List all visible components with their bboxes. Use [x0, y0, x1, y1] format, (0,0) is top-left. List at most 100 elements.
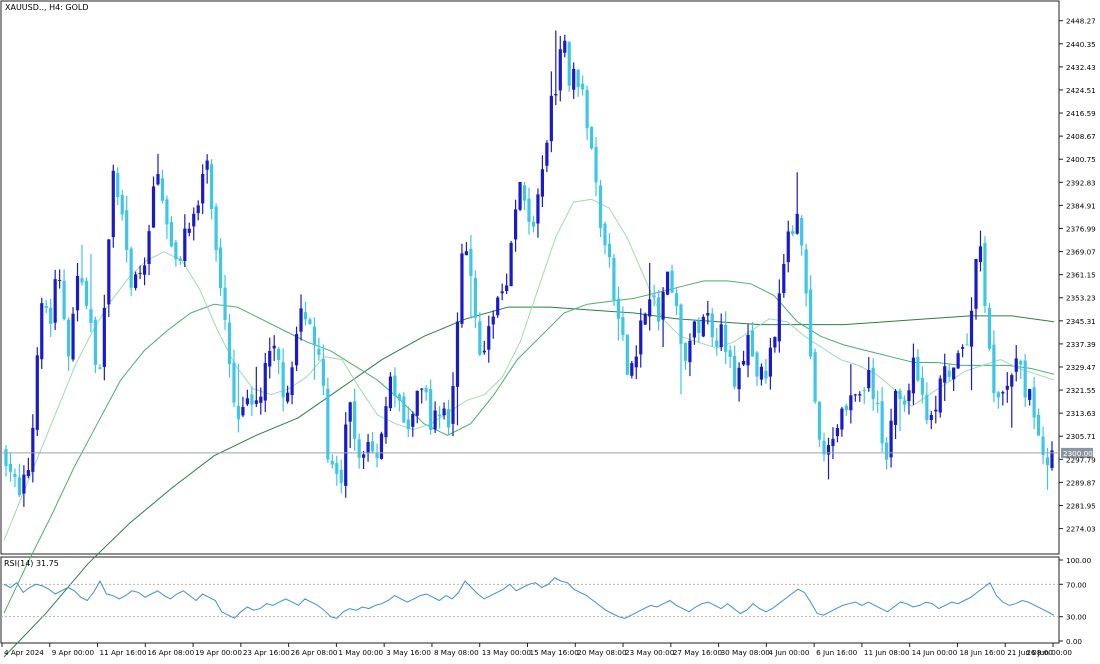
candle-body [728, 350, 732, 358]
time-tick-label: 19 Apr 00:00 [195, 648, 242, 657]
candle-body [1036, 414, 1041, 436]
price-tick-label: 2281.95 [1066, 502, 1096, 511]
candle-body [254, 400, 258, 404]
candle-body [688, 340, 692, 363]
candle-body [397, 394, 401, 401]
candle-body [402, 396, 406, 423]
candle-body [442, 408, 446, 416]
candle-body [335, 463, 339, 474]
candle-body [429, 389, 433, 431]
candle-body [934, 409, 938, 412]
rsi-tick-label: 30.00 [1066, 613, 1087, 622]
time-tick-label: 1 May 00:00 [338, 648, 383, 657]
candle-body [835, 427, 840, 437]
candle-body [791, 231, 795, 234]
candle-body [245, 398, 249, 405]
candle-body [13, 474, 17, 477]
candle-body [706, 313, 710, 316]
candle-body [31, 427, 35, 472]
candle-body [478, 321, 482, 355]
candle-body [563, 40, 567, 53]
candle-body [107, 239, 111, 305]
candle-body [657, 297, 661, 322]
candle-body [326, 388, 330, 460]
candle-body [893, 390, 898, 425]
time-tick-label: 23 May 00:00 [625, 648, 675, 657]
candle-body [339, 469, 343, 483]
candle-body [665, 271, 670, 295]
price-tick-label: 2305.71 [1066, 432, 1096, 441]
candle-body [393, 375, 397, 397]
candle-body [777, 293, 781, 342]
time-tick-label: 26 Jun 00:00 [1026, 648, 1072, 657]
candle-body [129, 248, 133, 288]
candle-body [196, 205, 200, 214]
candle-body [813, 352, 817, 402]
candle-body [969, 310, 974, 347]
candle-body [138, 272, 142, 274]
time-tick-label: 11 Jun 08:00 [864, 648, 910, 657]
candle-body [567, 41, 571, 86]
time-tick-label: 26 Apr 08:00 [291, 648, 338, 657]
rsi-tick-label: 70.00 [1066, 580, 1087, 589]
price-tick-label: 2361.15 [1066, 271, 1096, 280]
candle-body [768, 347, 772, 377]
candle-body [496, 297, 500, 316]
candle-body [111, 170, 115, 238]
candle-body [241, 406, 245, 416]
candle-body [142, 265, 147, 275]
candle-body [53, 279, 57, 323]
candle-body [44, 306, 48, 308]
price-tick-label: 2369.07 [1066, 248, 1096, 257]
candle-body [853, 394, 857, 396]
candle-body [661, 292, 665, 320]
candle-body [795, 213, 799, 234]
candle-body [737, 367, 741, 390]
candle-body [956, 353, 960, 369]
candle-body [683, 342, 688, 361]
candle-body [1014, 358, 1018, 372]
candle-body [353, 401, 357, 439]
candle-body [804, 249, 808, 294]
candle-body [817, 401, 822, 440]
time-tick-label: 16 Apr 08:00 [147, 648, 194, 657]
candle-body [420, 388, 424, 390]
price-tick-label: 2329.47 [1066, 363, 1096, 372]
candle-body [509, 242, 513, 287]
candle-body [849, 395, 853, 411]
candle-body [84, 280, 89, 306]
candle-body [210, 164, 214, 210]
candle-body [589, 126, 594, 149]
candle-body [277, 348, 281, 361]
rsi-tick-label: 0.00 [1066, 637, 1082, 646]
candle-body [312, 326, 317, 345]
candle-body [1045, 457, 1050, 466]
candle-body [62, 280, 66, 319]
time-tick-label: 27 May 16:00 [673, 648, 723, 657]
candle-body [160, 178, 165, 201]
candle-body [692, 321, 696, 338]
time-tick-label: 11 Apr 16:00 [100, 648, 147, 657]
candle-body [58, 279, 62, 281]
candle-body [299, 308, 303, 332]
candle-body [192, 213, 196, 227]
candle-body [943, 366, 947, 383]
candle-body [482, 350, 486, 353]
candle-body [545, 142, 549, 166]
candle-body [983, 242, 987, 306]
candle-body [947, 370, 951, 378]
candle-body [558, 49, 562, 91]
candle-body [750, 330, 755, 357]
candle-body [330, 460, 334, 465]
candle-body [227, 322, 232, 365]
time-tick-label: 18 Jun 16:00 [959, 648, 1005, 657]
candle-body [388, 376, 393, 409]
candle-body [375, 452, 379, 459]
candle-body [125, 210, 129, 250]
candle-body [321, 359, 325, 386]
candle-body [169, 221, 173, 247]
candle-body [165, 199, 169, 225]
candle-body [1005, 385, 1009, 390]
candle-body [764, 370, 768, 379]
